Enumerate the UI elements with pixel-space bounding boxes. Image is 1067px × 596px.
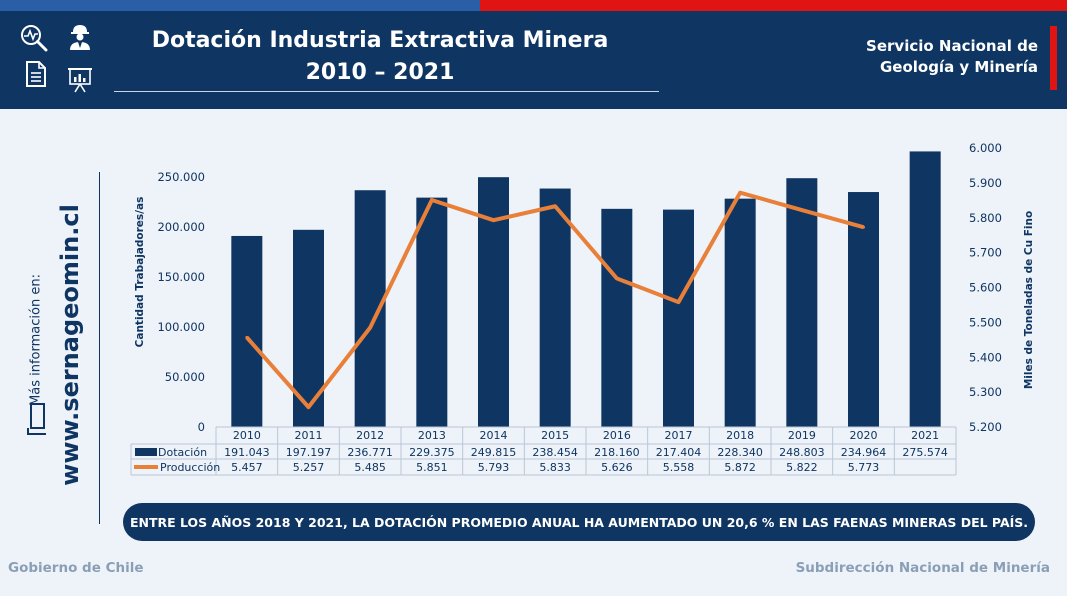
produccion-data-label: 5.626 [601, 461, 633, 474]
bar-2018 [724, 198, 756, 427]
produccion-point-2014 [492, 218, 495, 222]
produccion-point-2012 [368, 326, 372, 330]
produccion-data-label: 5.872 [724, 461, 756, 474]
bar-2020 [848, 192, 879, 427]
red-accent-bar [1050, 26, 1057, 90]
organization-name: Servicio Nacional de Geología y Minería [840, 36, 1038, 78]
y-right-tick-label: 5.200 [969, 420, 1002, 434]
produccion-point-2017 [677, 300, 680, 304]
line-layer [245, 190, 865, 410]
produccion-data-label: 5.257 [293, 461, 325, 474]
y-right-tick-label: 5.300 [969, 385, 1002, 399]
top-stripe-red [480, 0, 1067, 11]
y-right-tick-label: 5.800 [969, 211, 1002, 225]
produccion-data-label: 5.773 [848, 461, 880, 474]
bar-2019 [786, 178, 818, 427]
produccion-data-label: 5.822 [786, 461, 818, 474]
y-right-tick-label: 6.000 [969, 141, 1002, 155]
sidebar-divider [99, 172, 100, 524]
axes-layer: 0 50.000 100.000 150.000 200.000 250.000 5.200… [134, 141, 1035, 434]
y-right-tick-label: 5.900 [969, 176, 1002, 190]
footer-government: Gobierno de Chile [8, 560, 144, 576]
dotacion-data-label: 197.197 [286, 446, 332, 459]
dotacion-data-label: 275.574 [902, 446, 948, 459]
produccion-data-label: 5.485 [354, 461, 386, 474]
x-tick-label: 2015 [541, 429, 569, 442]
dotacion-data-label: 217.404 [656, 446, 702, 459]
top-stripe-blue [0, 0, 480, 11]
produccion-point-2013 [430, 198, 434, 202]
produccion-data-label: 5.457 [231, 461, 263, 474]
x-tick-label: 2018 [726, 429, 754, 442]
produccion-data-label: 5.851 [416, 461, 448, 474]
produccion-point-2019 [800, 208, 804, 212]
dotacion-data-label: 249.815 [471, 446, 517, 459]
produccion-point-2020 [862, 225, 865, 229]
page-title: Dotación Industria Extractiva Minera [151, 28, 609, 53]
legend-key-dotacion [135, 448, 157, 456]
x-tick-label: 2012 [356, 429, 384, 442]
footer-subdirection: Subdirección Nacional de Minería [795, 560, 1050, 576]
y-left-tick-label: 50.000 [165, 370, 205, 384]
x-tick-label: 2016 [603, 429, 631, 442]
y-right-tick-label: 5.500 [969, 315, 1002, 329]
x-tick-label: 2020 [850, 429, 878, 442]
organization-line-2: Geología y Minería [879, 58, 1038, 76]
y-right-tick-label: 5.600 [969, 281, 1002, 295]
x-tick-label: 2017 [665, 429, 693, 442]
organization-line-1: Servicio Nacional de [866, 37, 1038, 55]
produccion-point-2016 [615, 276, 619, 280]
bar-2015 [539, 188, 571, 427]
dotacion-data-label: 248.803 [779, 446, 825, 459]
summary-banner: ENTRE LOS AÑOS 2018 Y 2021, LA DOTACIÓN … [123, 503, 1035, 541]
bar-2021 [909, 151, 941, 427]
dotacion-data-label: 238.454 [532, 446, 578, 459]
bar-2016 [601, 208, 633, 427]
x-tick-label: 2019 [788, 429, 816, 442]
dotacion-data-label: 218.160 [594, 446, 640, 459]
laptop-icon [27, 403, 46, 435]
y-right-tick-label: 5.700 [969, 246, 1002, 260]
produccion-point-2010 [245, 335, 249, 339]
presentation-chart-icon [68, 68, 92, 93]
y-left-axis-title: Cantidad Trabajadores/as [134, 197, 146, 348]
bars-layer [231, 151, 941, 427]
produccion-data-label: 5.833 [539, 461, 571, 474]
bar-2017 [663, 209, 694, 427]
page-subtitle-years: 2010 – 2021 [305, 60, 455, 85]
x-tick-label: 2021 [911, 429, 939, 442]
y-left-tick-label: 250.000 [157, 170, 205, 184]
produccion-point-2011 [307, 405, 310, 409]
produccion-data-label: 5.558 [663, 461, 695, 474]
x-tick-label: 2013 [418, 429, 446, 442]
dotacion-data-label: 191.043 [224, 446, 270, 459]
y-right-axis-title: Miles de Toneladas de Cu Fino [1023, 211, 1035, 389]
dotacion-data-label: 234.964 [841, 446, 887, 459]
data-table-layer: 2010 191.043 5.457 2011 197.197 5.257 2012 236.… [130, 426, 957, 476]
dotacion-data-label: 229.375 [409, 446, 455, 459]
legend-label-dotacion: Dotación [158, 446, 207, 459]
document-icon [26, 61, 46, 87]
title-underline [114, 91, 659, 92]
produccion-point-2015 [553, 204, 557, 208]
x-tick-label: 2014 [480, 429, 508, 442]
bar-2010 [231, 235, 263, 427]
produccion-data-label: 5.793 [478, 461, 510, 474]
legend-label-produccion: Producción [160, 461, 220, 474]
y-left-tick-label: 150.000 [157, 270, 205, 284]
y-right-tick-label: 5.400 [969, 350, 1002, 364]
y-left-tick-label: 100.000 [157, 320, 205, 334]
search-analytics-icon [21, 25, 48, 52]
bar-2013 [416, 197, 448, 427]
produccion-point-2018 [738, 191, 742, 195]
header-bar [0, 11, 1067, 109]
dotacion-data-label: 236.771 [347, 446, 393, 459]
x-tick-label: 2011 [295, 429, 323, 442]
y-left-tick-label: 200.000 [157, 220, 205, 234]
dotacion-data-label: 228.340 [717, 446, 763, 459]
y-left-tick-label: 0 [198, 420, 205, 434]
worker-icon [70, 25, 90, 50]
x-tick-label: 2010 [233, 429, 261, 442]
